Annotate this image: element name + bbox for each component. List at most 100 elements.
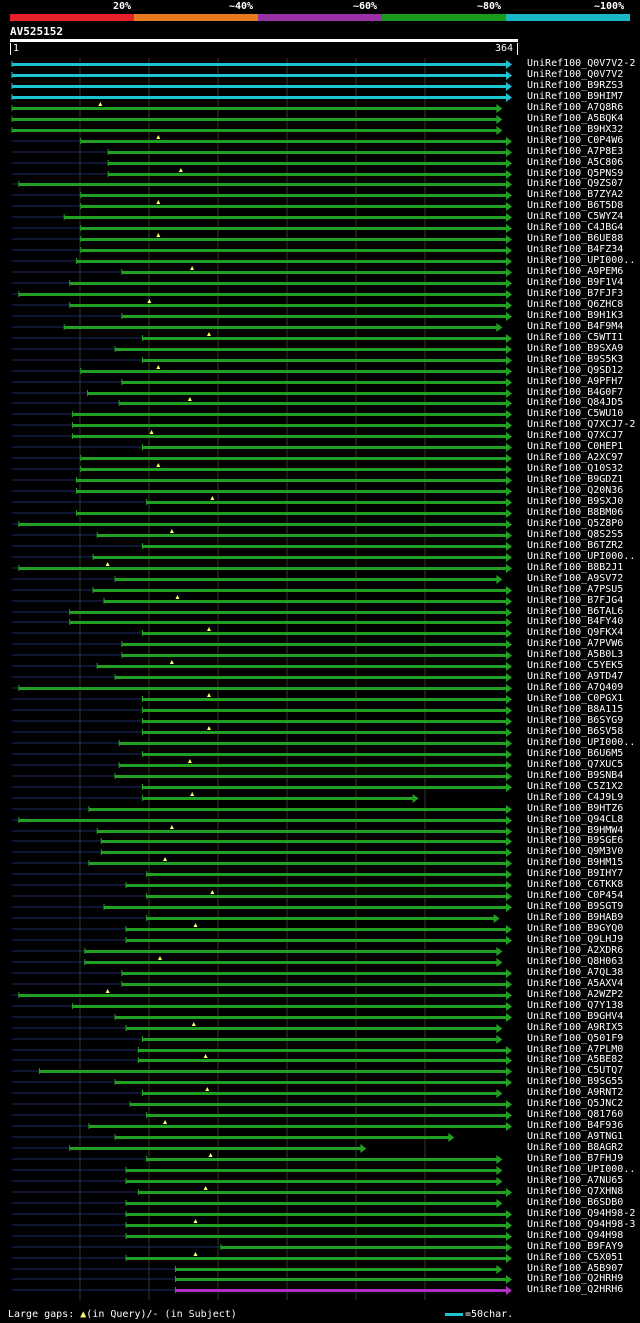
hit-label[interactable]: UniRef100_B9HAB9 bbox=[527, 912, 624, 923]
hit-row[interactable] bbox=[12, 608, 512, 617]
hit-row[interactable] bbox=[12, 562, 512, 573]
hit-row[interactable] bbox=[12, 772, 512, 781]
hit-row[interactable] bbox=[12, 673, 512, 682]
hit-row[interactable] bbox=[12, 290, 512, 299]
hit-row[interactable] bbox=[12, 726, 512, 737]
hit-label[interactable]: UniRef100_Q94H98-2 bbox=[527, 1208, 636, 1219]
hit-label[interactable]: UniRef100_Q7Y138 bbox=[527, 1000, 624, 1011]
hit-row[interactable] bbox=[12, 825, 512, 836]
hit-row[interactable] bbox=[12, 1232, 512, 1241]
hit-label[interactable]: UniRef100_B9S5K3 bbox=[527, 354, 624, 365]
hit-row[interactable] bbox=[12, 759, 512, 770]
hit-row[interactable] bbox=[12, 542, 512, 551]
hit-label[interactable]: UniRef100_B9GDZ1 bbox=[527, 474, 624, 485]
hit-row[interactable] bbox=[12, 1210, 512, 1219]
hit-row[interactable] bbox=[12, 739, 512, 748]
hit-row[interactable] bbox=[12, 463, 512, 474]
hit-row[interactable] bbox=[12, 159, 512, 168]
hit-row[interactable] bbox=[12, 356, 512, 365]
hit-label[interactable]: UniRef100_B9HX32 bbox=[527, 124, 624, 135]
hit-row[interactable] bbox=[11, 102, 503, 113]
hit-label[interactable]: UniRef100_Q81760 bbox=[527, 1109, 624, 1120]
hit-label[interactable]: UniRef100_B6TZR2 bbox=[527, 540, 624, 551]
hit-label[interactable]: UniRef100_B9SXA9 bbox=[527, 343, 624, 354]
hit-label[interactable]: UniRef100_A7Q409 bbox=[527, 682, 624, 693]
hit-row[interactable] bbox=[12, 903, 512, 912]
hit-row[interactable] bbox=[12, 266, 512, 277]
hit-label[interactable]: UniRef100_B9FAY9 bbox=[527, 1241, 624, 1252]
hit-row[interactable] bbox=[12, 1002, 512, 1011]
hit-label[interactable]: UniRef100_B9SXJ0 bbox=[527, 496, 624, 507]
hit-row[interactable] bbox=[12, 1199, 503, 1208]
hit-row[interactable] bbox=[12, 660, 512, 671]
hit-label[interactable]: UniRef100_Q5Z8P0 bbox=[527, 518, 624, 529]
hit-row[interactable] bbox=[12, 279, 512, 288]
hit-label[interactable]: UniRef100_B8BM06 bbox=[527, 507, 624, 518]
hit-row[interactable] bbox=[11, 115, 503, 124]
hit-label[interactable]: UniRef100_A9TD47 bbox=[527, 671, 624, 682]
hit-label[interactable]: UniRef100_B6UE88 bbox=[527, 233, 624, 244]
hit-row[interactable] bbox=[12, 1078, 512, 1087]
hit-row[interactable] bbox=[12, 947, 503, 956]
hit-row[interactable] bbox=[12, 1120, 512, 1131]
hit-row[interactable] bbox=[12, 332, 512, 343]
hit-row[interactable] bbox=[12, 257, 512, 266]
hit-row[interactable] bbox=[11, 71, 512, 80]
hit-row[interactable] bbox=[11, 82, 512, 91]
hit-row[interactable] bbox=[12, 1265, 503, 1274]
hit-row[interactable] bbox=[12, 640, 512, 649]
hit-label[interactable]: UniRef100_Q8H063 bbox=[527, 956, 624, 967]
hit-row[interactable] bbox=[12, 1144, 367, 1153]
hit-label[interactable]: UniRef100_B8B2J1 bbox=[527, 562, 624, 573]
hit-row[interactable] bbox=[11, 93, 512, 102]
hit-label[interactable]: UniRef100_B8A115 bbox=[527, 704, 624, 715]
hit-label[interactable]: UniRef100_B9HIM7 bbox=[527, 91, 624, 102]
hit-label[interactable]: UniRef100_Q9M3V0 bbox=[527, 846, 624, 857]
hit-row[interactable] bbox=[12, 148, 512, 157]
hit-label[interactable]: UniRef100_A7NU65 bbox=[527, 1175, 624, 1186]
hit-label[interactable]: UniRef100_A5BE82 bbox=[527, 1054, 624, 1065]
hit-row[interactable] bbox=[12, 1186, 512, 1197]
hit-row[interactable] bbox=[12, 627, 512, 638]
hit-row[interactable] bbox=[12, 345, 512, 354]
hit-label[interactable]: UniRef100_B9HM15 bbox=[527, 857, 624, 868]
hit-row[interactable] bbox=[12, 956, 503, 967]
hit-label[interactable]: UniRef100_B6U6M5 bbox=[527, 748, 624, 759]
hit-row[interactable] bbox=[12, 430, 512, 441]
hit-label[interactable]: UniRef100_B9SNB4 bbox=[527, 770, 624, 781]
hit-label[interactable]: UniRef100_UPI000.. bbox=[527, 737, 636, 748]
hit-row[interactable] bbox=[12, 792, 419, 803]
hit-label[interactable]: UniRef100_A5B907 bbox=[527, 1263, 624, 1274]
hit-label[interactable]: UniRef100_C5YEK5 bbox=[527, 660, 624, 671]
hit-row[interactable] bbox=[11, 60, 512, 69]
hit-label[interactable]: UniRef100_C6TKK8 bbox=[527, 879, 624, 890]
hit-label[interactable]: UniRef100_B9SGT9 bbox=[527, 901, 624, 912]
hit-label[interactable]: UniRef100_B9SG55 bbox=[527, 1076, 624, 1087]
hit-label[interactable]: UniRef100_A2WZP2 bbox=[527, 989, 624, 1000]
hit-label[interactable]: UniRef100_B9GYQ0 bbox=[527, 923, 624, 934]
hit-row[interactable] bbox=[12, 881, 512, 890]
hit-label[interactable]: UniRef100_B7ZYA2 bbox=[527, 189, 624, 200]
hit-row[interactable] bbox=[12, 1087, 503, 1098]
hit-row[interactable] bbox=[12, 1219, 512, 1230]
hit-row[interactable] bbox=[12, 1046, 512, 1055]
hit-row[interactable] bbox=[12, 837, 512, 846]
hit-row[interactable] bbox=[12, 443, 512, 452]
hit-row[interactable] bbox=[12, 389, 512, 398]
hit-label[interactable]: UniRef100_A9PFH7 bbox=[527, 376, 624, 387]
hit-row[interactable] bbox=[12, 365, 512, 376]
hit-row[interactable] bbox=[12, 1035, 503, 1044]
hit-row[interactable] bbox=[12, 1166, 503, 1175]
hit-label[interactable]: UniRef100_Q9SD12 bbox=[527, 365, 624, 376]
hit-row[interactable] bbox=[12, 1067, 512, 1076]
hit-label[interactable]: UniRef100_Q2HRH9 bbox=[527, 1273, 624, 1284]
hit-row[interactable] bbox=[12, 553, 512, 562]
hit-label[interactable]: UniRef100_UPI000.. bbox=[527, 255, 636, 266]
hit-row[interactable] bbox=[12, 914, 500, 923]
hit-row[interactable] bbox=[12, 980, 512, 989]
hit-row[interactable] bbox=[12, 684, 512, 693]
hit-label[interactable]: UniRef100_A7QL38 bbox=[527, 967, 624, 978]
hit-row[interactable] bbox=[12, 509, 512, 518]
hit-row[interactable] bbox=[12, 191, 512, 200]
hit-row[interactable] bbox=[12, 312, 512, 321]
